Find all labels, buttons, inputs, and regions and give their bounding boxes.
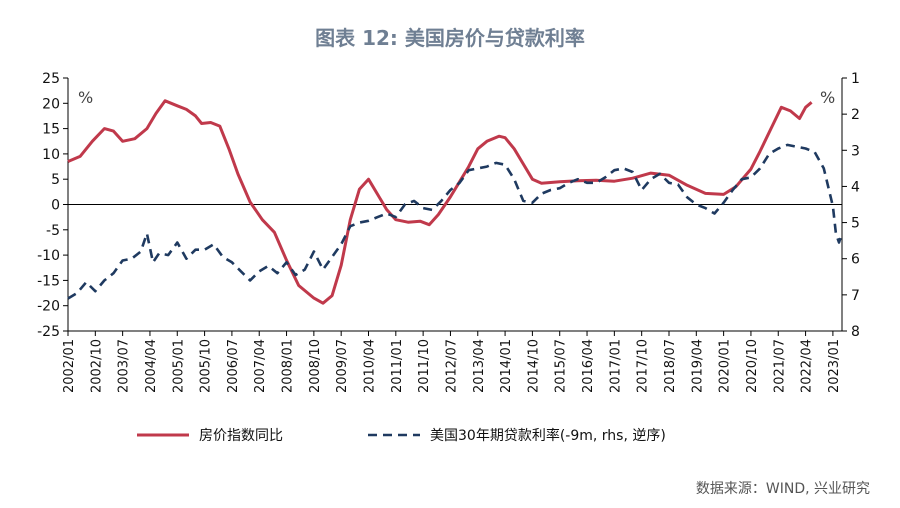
x-tick-label: 2005/10 xyxy=(199,339,214,393)
axes-layer: 25 20 15 10 5 0 -5 -10 -15 -20 -25 1 2 3 4 5 6 7 8% % 2002/0… xyxy=(37,71,860,393)
legend-label-1: 房价指数同比 xyxy=(199,428,283,444)
x-tick-label: 2006/07 xyxy=(226,339,241,393)
x-tick-label: 2003/07 xyxy=(117,339,132,393)
x-tick-label: 2004/04 xyxy=(144,339,159,393)
left-tick-label: 20 xyxy=(42,96,60,112)
x-tick-label: 2017/10 xyxy=(636,339,651,393)
x-tick-label: 2014/01 xyxy=(499,339,514,393)
left-tick-label: -15 xyxy=(37,273,60,289)
x-tick-label: 2018/07 xyxy=(663,339,678,393)
left-unit-label: % xyxy=(78,88,93,107)
series-layer xyxy=(67,99,844,305)
right-tick-label: 8 xyxy=(851,324,860,340)
x-tick-label: 2020/10 xyxy=(745,339,760,393)
left-tick-label: -20 xyxy=(37,299,60,315)
chart-title: 图表 12: 美国房价与贷款利率 xyxy=(315,26,585,50)
right-tick-label: 6 xyxy=(851,252,860,268)
x-tick-label: 2002/01 xyxy=(62,339,77,393)
right-tick-label: 5 xyxy=(851,216,860,232)
left-tick-label: 5 xyxy=(51,172,60,188)
x-tick-label: 2005/01 xyxy=(171,339,186,393)
legend: 房价指数同比 美国30年期贷款利率(-9m, rhs, 逆序) xyxy=(137,427,666,444)
x-tick-label: 2007/04 xyxy=(253,339,268,393)
x-tick-label: 2023/01 xyxy=(827,339,842,393)
x-tick-label: 2012/07 xyxy=(444,339,459,393)
x-tick-label: 2015/07 xyxy=(554,339,569,393)
left-tick-label: -10 xyxy=(37,248,60,264)
x-tick-label: 2010/04 xyxy=(362,339,377,393)
x-tick-label: 2011/10 xyxy=(417,339,432,393)
right-unit-label: % xyxy=(820,88,835,107)
right-tick-label: 4 xyxy=(851,179,860,195)
left-tick-label: 0 xyxy=(51,198,60,214)
x-tick-label: 2002/10 xyxy=(89,339,104,393)
source-note: 数据来源：WIND, 兴业研究 xyxy=(695,481,870,497)
x-tick-label: 2014/10 xyxy=(526,339,541,393)
x-tick-label: 2009/07 xyxy=(335,339,350,393)
x-tick-label: 2013/04 xyxy=(472,339,487,393)
left-tick-label: 10 xyxy=(42,147,60,163)
series-line-1 xyxy=(67,99,813,305)
left-tick-label: 15 xyxy=(42,122,60,138)
right-tick-label: 1 xyxy=(851,71,860,87)
left-tick-label: -5 xyxy=(46,223,60,239)
x-tick-label: 2019/04 xyxy=(690,339,705,393)
right-tick-label: 7 xyxy=(851,288,860,304)
right-tick-label: 2 xyxy=(851,107,860,123)
right-tick-label: 3 xyxy=(851,143,860,159)
x-tick-label: 2011/01 xyxy=(390,339,405,393)
left-tick-label: -25 xyxy=(37,324,60,340)
x-tick-label: 2008/01 xyxy=(281,339,296,393)
left-tick-label: 25 xyxy=(42,71,60,87)
x-tick-label: 2021/07 xyxy=(772,339,787,393)
series-line-2 xyxy=(67,143,844,300)
x-tick-label: 2020/01 xyxy=(718,339,733,393)
x-tick-label: 2008/10 xyxy=(308,339,323,393)
x-tick-label: 2022/04 xyxy=(800,339,815,393)
legend-label-2: 美国30年期贷款利率(-9m, rhs, 逆序) xyxy=(430,427,666,444)
x-tick-label: 2016/04 xyxy=(581,339,596,393)
x-tick-label: 2017/01 xyxy=(608,339,623,393)
